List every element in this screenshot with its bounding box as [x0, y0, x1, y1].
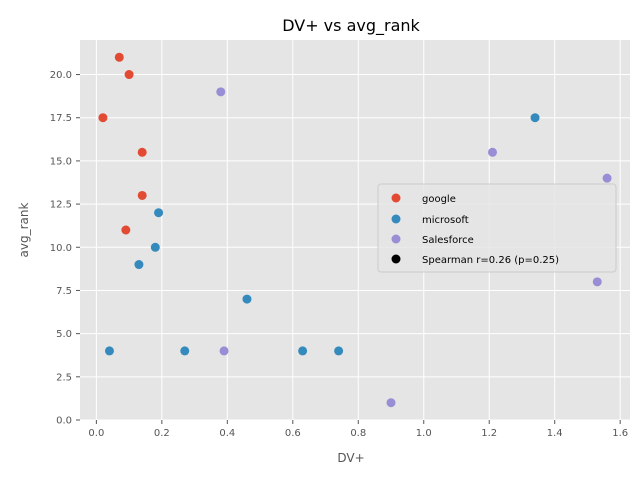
data-point-salesforce: [592, 277, 602, 287]
data-point-salesforce: [488, 147, 497, 157]
legend-label-spearman: Spearman r=0.26 (p=0.25): [422, 255, 559, 266]
x-tick-label: 0.2: [154, 428, 170, 439]
data-point-microsoft: [334, 346, 344, 356]
data-point-microsoft: [104, 346, 114, 356]
legend-marker-google: [391, 193, 401, 203]
y-tick-label: 0.0: [56, 416, 72, 427]
data-point-salesforce: [386, 398, 396, 408]
data-point-microsoft: [530, 113, 540, 123]
x-tick-label: 1.2: [481, 428, 497, 439]
y-tick-label: 20.0: [50, 70, 72, 81]
legend-box: [377, 183, 617, 273]
data-point-google: [114, 52, 124, 62]
x-tick-label: 1.6: [612, 428, 628, 439]
data-point-google: [137, 190, 147, 200]
chart-title: DV+ vs avg_rank: [282, 16, 420, 36]
y-axis-label: avg_rank: [17, 202, 31, 257]
axis-ticks: 0.0 0.2 0.4 0.6 0.8 1.0 1.2 1.4 1.6 0.0 2.5 5.0 7.5 1…: [50, 70, 628, 439]
data-point-salesforce: [602, 173, 612, 183]
x-tick-label: 1.0: [416, 428, 432, 439]
x-tick-label: 0.0: [88, 428, 104, 439]
y-tick-label: 7.5: [56, 286, 72, 297]
data-point-microsoft: [154, 208, 164, 218]
data-point-salesforce: [219, 346, 229, 356]
data-point-google: [98, 113, 108, 123]
data-point-microsoft: [180, 346, 190, 356]
data-point-microsoft: [298, 346, 308, 356]
data-point-google: [137, 147, 147, 157]
data-point-salesforce: [216, 87, 226, 97]
y-tick-label: 5.0: [56, 329, 72, 340]
data-point-microsoft: [134, 260, 144, 270]
legend-marker-spearman: [391, 254, 401, 264]
data-point-microsoft: [242, 294, 252, 304]
data-point-google: [121, 225, 131, 235]
legend-label-salesforce: Salesforce: [422, 235, 474, 246]
y-tick-label: 12.5: [50, 200, 72, 211]
y-tick-label: 10.0: [50, 243, 72, 254]
x-tick-label: 0.6: [285, 428, 301, 439]
data-points: [98, 52, 612, 408]
legend-label-google: google: [422, 194, 456, 205]
legend-marker-salesforce: [391, 234, 401, 244]
x-axis-label: DV+: [337, 451, 364, 465]
y-tick-label: 15.0: [50, 156, 72, 167]
y-tick-label: 17.5: [50, 113, 72, 124]
legend-marker-microsoft: [391, 214, 401, 224]
x-tick-label: 1.4: [547, 428, 563, 439]
x-tick-label: 0.8: [350, 428, 366, 439]
x-tick-label: 0.4: [219, 428, 235, 439]
data-point-google: [124, 70, 134, 80]
data-point-microsoft: [150, 242, 160, 252]
legend-label-microsoft: microsoft: [422, 215, 469, 226]
legend: google microsoft Salesforce Spearman r=0…: [377, 183, 617, 273]
y-tick-label: 2.5: [56, 372, 72, 383]
